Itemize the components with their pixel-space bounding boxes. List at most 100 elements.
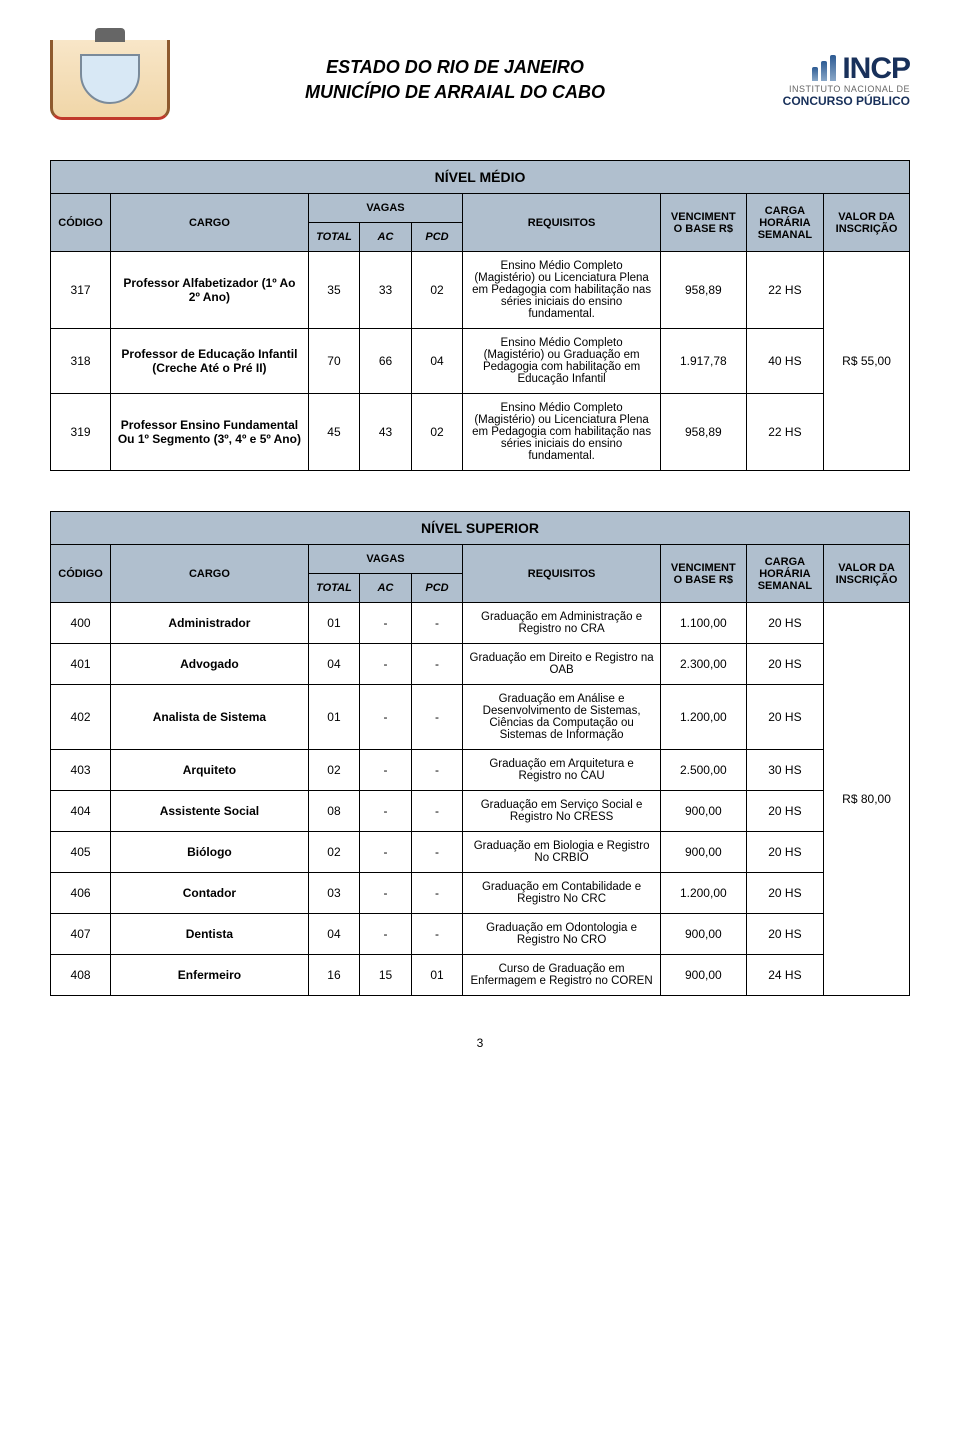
cell-valor: R$ 80,00 [824,603,910,996]
cell-ac: - [360,873,412,914]
header-line2: MUNICÍPIO DE ARRAIAL DO CABO [170,80,740,105]
cell-ac: - [360,832,412,873]
cell-ac: 15 [360,955,412,996]
cell-pcd: - [411,750,463,791]
cell-ac: - [360,750,412,791]
cell-requisitos: Graduação em Odontologia e Registro No C… [463,914,661,955]
cell-codigo: 404 [51,791,111,832]
cell-carga: 40 HS [746,329,823,394]
table-row: CÓDIGO CARGO VAGAS REQUISITOS VENCIMENTO… [51,194,910,223]
cell-requisitos: Graduação em Arquitetura e Registro no C… [463,750,661,791]
cell-total: 08 [308,791,360,832]
col-carga: CARGA HORÁRIA SEMANAL [746,194,823,252]
table-row: 402 Analista de Sistema 01 - - Graduação… [51,685,910,750]
cell-vencimento: 900,00 [660,832,746,873]
table-nivel-medio: NÍVEL MÉDIO CÓDIGO CARGO VAGAS REQUISITO… [50,160,910,471]
cell-cargo: Assistente Social [111,791,309,832]
cell-total: 01 [308,685,360,750]
cell-vencimento: 958,89 [660,252,746,329]
cell-codigo: 317 [51,252,111,329]
table-row: 406 Contador 03 - - Graduação em Contabi… [51,873,910,914]
table-row: CÓDIGO CARGO VAGAS REQUISITOS VENCIMENTO… [51,545,910,574]
bars-icon [812,55,836,81]
cell-codigo: 318 [51,329,111,394]
table-row: 407 Dentista 04 - - Graduação em Odontol… [51,914,910,955]
cell-carga: 20 HS [746,873,823,914]
cell-ac: - [360,914,412,955]
cell-carga: 30 HS [746,750,823,791]
cell-ac: - [360,603,412,644]
col-vagas: VAGAS [308,545,463,574]
cell-vencimento: 900,00 [660,791,746,832]
cell-ac: - [360,685,412,750]
cell-codigo: 406 [51,873,111,914]
cell-vencimento: 900,00 [660,914,746,955]
table-row: 404 Assistente Social 08 - - Graduação e… [51,791,910,832]
cell-requisitos: Ensino Médio Completo (Magistério) ou Li… [463,252,661,329]
cell-ac: 33 [360,252,412,329]
cell-cargo: Arquiteto [111,750,309,791]
cell-codigo: 408 [51,955,111,996]
cell-carga: 24 HS [746,955,823,996]
cell-cargo: Advogado [111,644,309,685]
col-vagas: VAGAS [308,194,463,223]
table-row: 319 Professor Ensino Fundamental Ou 1º S… [51,394,910,471]
cell-pcd: - [411,914,463,955]
incp-logo: INCP INSTITUTO NACIONAL DE CONCURSO PÚBL… [740,52,910,108]
cell-vencimento: 2.500,00 [660,750,746,791]
logo-brand-text: INCP [842,52,910,85]
header-line1: ESTADO DO RIO DE JANEIRO [170,55,740,80]
col-pcd: PCD [411,223,463,252]
col-carga: CARGA HORÁRIA SEMANAL [746,545,823,603]
col-total: TOTAL [308,223,360,252]
cell-requisitos: Ensino Médio Completo (Magistério) ou Li… [463,394,661,471]
cell-carga: 20 HS [746,644,823,685]
cell-carga: 20 HS [746,832,823,873]
cell-total: 01 [308,603,360,644]
cell-requisitos: Graduação em Análise e Desenvolvimento d… [463,685,661,750]
municipal-crest-icon [50,40,170,120]
cell-total: 45 [308,394,360,471]
cell-total: 03 [308,873,360,914]
cell-pcd: - [411,791,463,832]
cell-pcd: - [411,603,463,644]
table-row: 318 Professor de Educação Infantil (Crec… [51,329,910,394]
cell-total: 02 [308,832,360,873]
table-row: 405 Biólogo 02 - - Graduação em Biologia… [51,832,910,873]
cell-vencimento: 958,89 [660,394,746,471]
cell-ac: - [360,791,412,832]
cell-carga: 22 HS [746,252,823,329]
cell-codigo: 403 [51,750,111,791]
cell-requisitos: Graduação em Contabilidade e Registro No… [463,873,661,914]
cell-ac: 43 [360,394,412,471]
cell-cargo: Administrador [111,603,309,644]
cell-vencimento: 1.200,00 [660,873,746,914]
cell-requisitos: Graduação em Administração e Registro no… [463,603,661,644]
cell-vencimento: 2.300,00 [660,644,746,685]
col-valor: VALOR DA INSCRIÇÃO [824,545,910,603]
table-row: 317 Professor Alfabetizador (1º Ao 2º An… [51,252,910,329]
col-valor: VALOR DA INSCRIÇÃO [824,194,910,252]
cell-codigo: 402 [51,685,111,750]
cell-ac: - [360,644,412,685]
cell-pcd: 02 [411,252,463,329]
cell-pcd: - [411,873,463,914]
cell-carga: 22 HS [746,394,823,471]
cell-cargo: Dentista [111,914,309,955]
cell-codigo: 400 [51,603,111,644]
col-codigo: CÓDIGO [51,194,111,252]
table-nivel-superior: NÍVEL SUPERIOR CÓDIGO CARGO VAGAS REQUIS… [50,511,910,996]
cell-cargo: Professor de Educação Infantil (Creche A… [111,329,309,394]
cell-ac: 66 [360,329,412,394]
cell-codigo: 405 [51,832,111,873]
cell-pcd: 04 [411,329,463,394]
col-requisitos: REQUISITOS [463,194,661,252]
cell-total: 16 [308,955,360,996]
col-requisitos: REQUISITOS [463,545,661,603]
cell-carga: 20 HS [746,914,823,955]
cell-vencimento: 900,00 [660,955,746,996]
cell-carga: 20 HS [746,685,823,750]
cell-total: 04 [308,914,360,955]
table-row: 403 Arquiteto 02 - - Graduação em Arquit… [51,750,910,791]
cell-requisitos: Graduação em Biologia e Registro No CRBI… [463,832,661,873]
